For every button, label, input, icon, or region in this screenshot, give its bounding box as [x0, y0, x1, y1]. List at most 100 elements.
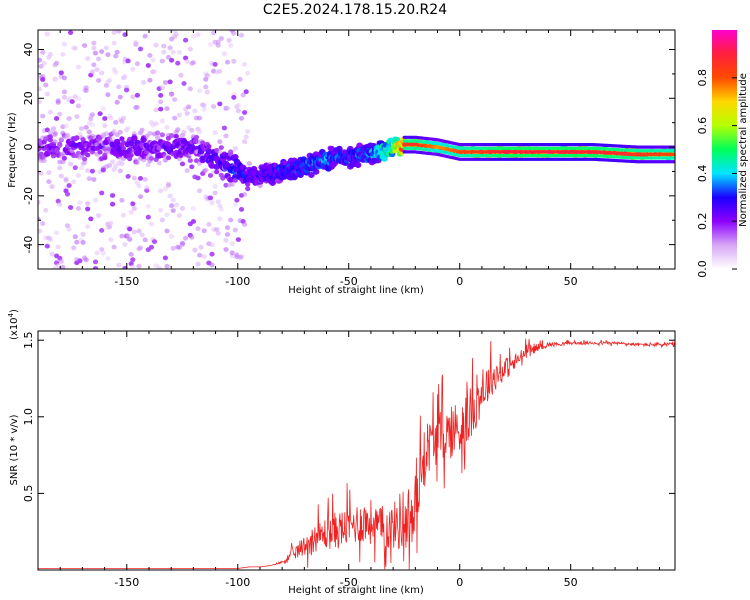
spectrogram-cell	[176, 50, 182, 55]
spectrogram-cell	[139, 232, 145, 238]
spectrogram-cell	[215, 230, 221, 236]
spectrogram-cell	[113, 69, 119, 75]
spectrogram-cell	[381, 155, 388, 162]
spectrogram-cell	[224, 59, 231, 65]
spectrogram-cell	[136, 263, 142, 269]
spectrogram-cell	[113, 163, 119, 169]
spectrogram-cell	[120, 115, 127, 121]
spectrogram-cell	[96, 56, 102, 62]
spectrogram-cell	[176, 213, 182, 218]
spectrogram-cell	[176, 112, 182, 118]
spectrogram-cell	[220, 175, 226, 181]
spectrogram-cell	[209, 242, 215, 248]
spectrogram-cell	[142, 177, 148, 182]
spectrogram-cell	[197, 115, 203, 121]
spectrogram-cell	[217, 139, 223, 145]
spectrogram-cell	[672, 156, 675, 160]
spectrogram-cell	[85, 152, 91, 158]
colorbar-ticks: 0.0 0.2 0.4 0.6 0.8	[696, 69, 737, 278]
spectrogram-cell	[197, 129, 203, 135]
spectrogram-cell	[119, 136, 125, 142]
spectrogram-cell	[58, 70, 64, 76]
spectrogram-cell	[232, 202, 238, 208]
spectrogram-cell	[119, 233, 125, 239]
spectrogram-cell	[197, 188, 203, 194]
spectrogram-cell	[131, 229, 137, 235]
spectrogram-cell	[102, 155, 108, 161]
spectrogram-cell	[103, 45, 109, 51]
spectrogram-cell	[116, 262, 122, 268]
spectrogram-cell	[80, 232, 86, 237]
spectrogram-cell	[137, 245, 144, 251]
spectrogram-cell	[165, 54, 172, 60]
spectrogram-cell	[136, 228, 142, 234]
spectrogram-cell	[165, 155, 172, 161]
spectrogram-cell	[165, 183, 172, 188]
spectrogram-cell	[99, 49, 105, 54]
spectrogram-cell	[240, 92, 246, 98]
snr-multiplier: (x104)	[7, 309, 20, 340]
spectrogram-cell	[218, 206, 224, 212]
spectrogram-cell	[85, 201, 91, 206]
spectrogram-cell	[243, 134, 249, 140]
spectrogram-cell	[354, 162, 362, 168]
spectrogram-cell	[169, 234, 175, 239]
spectrogram-cell	[105, 52, 111, 58]
spectrogram-cell	[184, 59, 190, 64]
spectrogram-cell	[110, 193, 116, 198]
spectrogram-cell	[212, 130, 218, 135]
spectrogram-cell	[125, 174, 131, 179]
spectrogram-cell	[243, 89, 249, 95]
spectrogram-cell	[242, 110, 248, 115]
spectrogram-cell	[190, 219, 196, 224]
spectrogram-cell	[44, 243, 50, 249]
spectrogram-cell	[207, 42, 214, 47]
spectrogram-cell	[209, 200, 215, 206]
spectrogram-cell	[198, 244, 204, 250]
spectrogram-cell	[103, 131, 109, 137]
spectrogram-cell	[187, 46, 193, 52]
spectrogram-cell	[117, 168, 123, 174]
spectrogram-cell	[175, 127, 181, 132]
spectrogram-cell	[161, 49, 167, 55]
spectrogram-cell	[173, 202, 179, 208]
snr-multiplier-exp: 4	[7, 312, 15, 317]
spectrogram-cell	[195, 32, 201, 38]
spectrogram-cell	[190, 60, 196, 65]
spectrogram-cell	[61, 89, 67, 95]
spectrogram-cell	[148, 244, 154, 250]
spectrogram-cell	[85, 224, 91, 230]
spectrogram-cell	[245, 129, 251, 135]
spectrogram-cell	[226, 80, 232, 86]
spectrogram-cell	[113, 53, 119, 59]
spectrogram-cell	[187, 158, 193, 164]
spectrogram-cell	[61, 75, 67, 81]
spectrogram-cell	[206, 144, 212, 150]
spectrogram-cell	[134, 61, 140, 67]
spectrogram-cell	[111, 244, 117, 250]
spectrogram-cell	[50, 126, 57, 132]
colorbar-gradient	[712, 30, 737, 269]
spectrogram-cell	[60, 52, 66, 57]
spectrogram-cell	[206, 222, 212, 227]
x-tick-label: 0	[456, 576, 463, 589]
spectrogram-cell	[155, 130, 161, 136]
spectrogram-cell	[102, 116, 108, 121]
spectrogram-cell	[75, 103, 81, 109]
spectrogram-cell	[189, 164, 195, 170]
spectrogram-cell	[40, 77, 46, 82]
spectrogram-cell	[201, 254, 207, 260]
spectrogram-cell	[89, 168, 95, 174]
x-tick-label: 50	[564, 576, 578, 589]
spectrogram-cell	[72, 165, 78, 171]
spectrogram-cell	[100, 106, 106, 111]
spectrogram-cell	[85, 168, 91, 174]
spectrogram-cell	[214, 227, 220, 232]
spectrogram-cell	[197, 252, 203, 258]
spectrogram-cell	[179, 240, 186, 246]
spectrogram-cell	[116, 84, 122, 90]
spectrogram-cell	[235, 102, 241, 108]
spectrogram-cell	[245, 182, 251, 187]
spectrogram-cell	[159, 58, 165, 64]
spectrogram-cell	[47, 137, 54, 143]
